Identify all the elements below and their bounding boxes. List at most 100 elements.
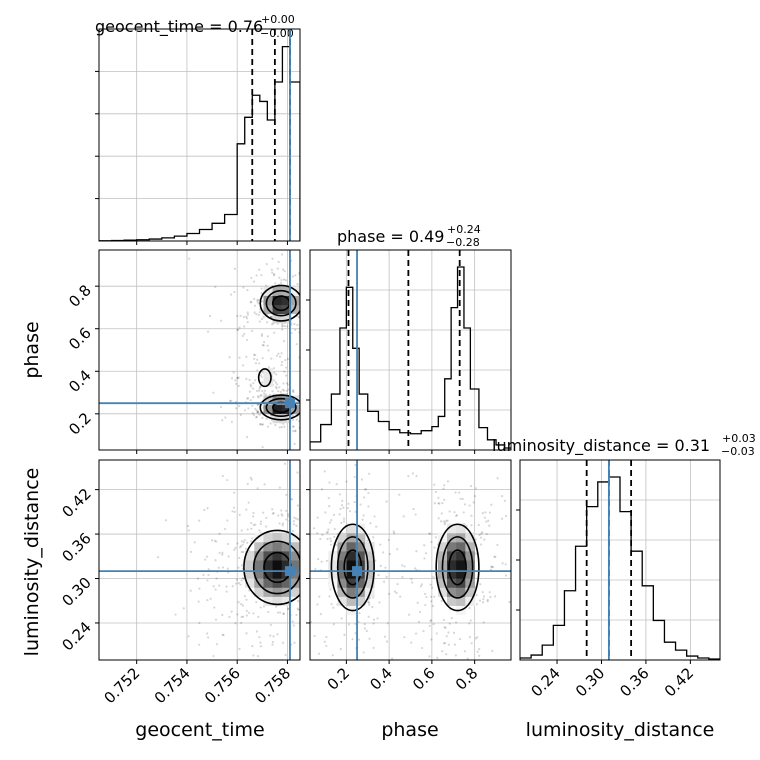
scatter-point (485, 532, 488, 536)
scatter-point (247, 397, 250, 400)
xtick-label-geocent-time-2: 0.756 (201, 664, 244, 707)
scatter-point (255, 630, 258, 633)
scatter-point (206, 636, 210, 639)
scatter-point (343, 633, 346, 636)
scatter-point (257, 313, 260, 317)
density-cell (337, 560, 348, 570)
density-cell (337, 569, 348, 579)
contour-level-0 (243, 529, 300, 606)
scatter-point (393, 590, 396, 593)
scatter-point (432, 576, 435, 579)
scatter-point (393, 531, 396, 535)
ytick-label-luminosity-distance-2: 0.36 (58, 529, 94, 565)
density-cell (290, 578, 300, 588)
scatter-point (229, 293, 233, 296)
scatter-point (239, 413, 243, 416)
scatter-point (222, 634, 225, 637)
scatter-point (316, 631, 318, 633)
scatter-point (279, 390, 282, 393)
density-cell (447, 541, 457, 552)
scatter-point (317, 394, 319, 396)
scatter-point (304, 392, 306, 394)
scatter-point (218, 584, 221, 587)
scatter-point (392, 530, 395, 533)
scatter-point (249, 246, 251, 248)
scatter-point (258, 311, 261, 314)
scatter-point (312, 527, 316, 530)
xtick-label-phase-2: 0.6 (409, 664, 439, 694)
scatter-point (319, 537, 322, 541)
scatter-point (328, 481, 331, 484)
scatter-point (331, 472, 333, 474)
scatter-point (402, 708, 404, 710)
scatter-point (282, 389, 286, 392)
scatter-point (291, 418, 294, 422)
scatter-point (209, 597, 212, 600)
scatter-point (313, 543, 315, 545)
scatter-point (189, 589, 192, 592)
scatter-point (293, 442, 296, 445)
scatter-point (259, 374, 262, 377)
scatter-point (312, 281, 314, 283)
density-cell (437, 587, 448, 597)
scatter-point (376, 617, 379, 620)
scatter-point (441, 502, 444, 505)
scatter-point (287, 513, 290, 516)
ylabel-phase: phase (21, 321, 43, 378)
scatter-point (304, 521, 306, 523)
scatter-point (374, 559, 377, 562)
scatter-point (297, 316, 300, 319)
scatter-point (414, 513, 417, 516)
scatter-point (423, 557, 426, 560)
scatter-point (266, 344, 269, 347)
scatter-point (291, 389, 294, 393)
scatter-point (265, 525, 268, 528)
scatter-point (296, 323, 299, 327)
scatter-point (283, 370, 286, 373)
scatter-point (286, 357, 289, 361)
scatter-point (311, 532, 313, 534)
scatter-point (295, 613, 298, 617)
xtick-label-geocent-time-0: 0.752 (100, 664, 143, 707)
density-cell (456, 550, 466, 561)
scatter-point (249, 399, 252, 402)
scatter-point (240, 564, 244, 567)
contour-level-0 (257, 368, 272, 388)
scatter-point (240, 550, 243, 554)
scatter-point (231, 510, 234, 513)
scatter-point (476, 650, 479, 653)
scatter-point (416, 601, 419, 604)
density-cell (447, 596, 457, 606)
scatter-point (290, 331, 293, 335)
scatter-point (251, 387, 255, 390)
contour-level-2 (448, 549, 467, 586)
scatter-point (418, 610, 422, 614)
density-cell (465, 532, 475, 543)
scatter-point (488, 511, 492, 514)
scatter-point (486, 598, 489, 602)
scatter-point (494, 595, 497, 598)
scatter-point (432, 622, 435, 626)
scatter-point (446, 480, 450, 483)
scatter-point (317, 546, 319, 548)
scatter-point (407, 475, 410, 478)
scatter-point (501, 562, 504, 565)
density-cell (272, 550, 283, 561)
scatter-point (281, 388, 284, 391)
scatter-point (212, 654, 215, 658)
scatter-point (251, 329, 254, 333)
scatter-point (300, 404, 302, 406)
scatter-point (342, 517, 346, 520)
density-cell (254, 550, 264, 561)
scatter-point (423, 544, 426, 547)
scatter-point (228, 615, 231, 619)
scatter-point (339, 400, 341, 402)
scatter-point (256, 654, 260, 658)
scatter-point (292, 523, 296, 526)
scatter-point (254, 523, 257, 526)
scatter-point (224, 527, 227, 531)
scatter-point (321, 463, 323, 465)
scatter-point (395, 591, 398, 594)
scatter-point (360, 478, 364, 481)
scatter-point (301, 572, 303, 574)
